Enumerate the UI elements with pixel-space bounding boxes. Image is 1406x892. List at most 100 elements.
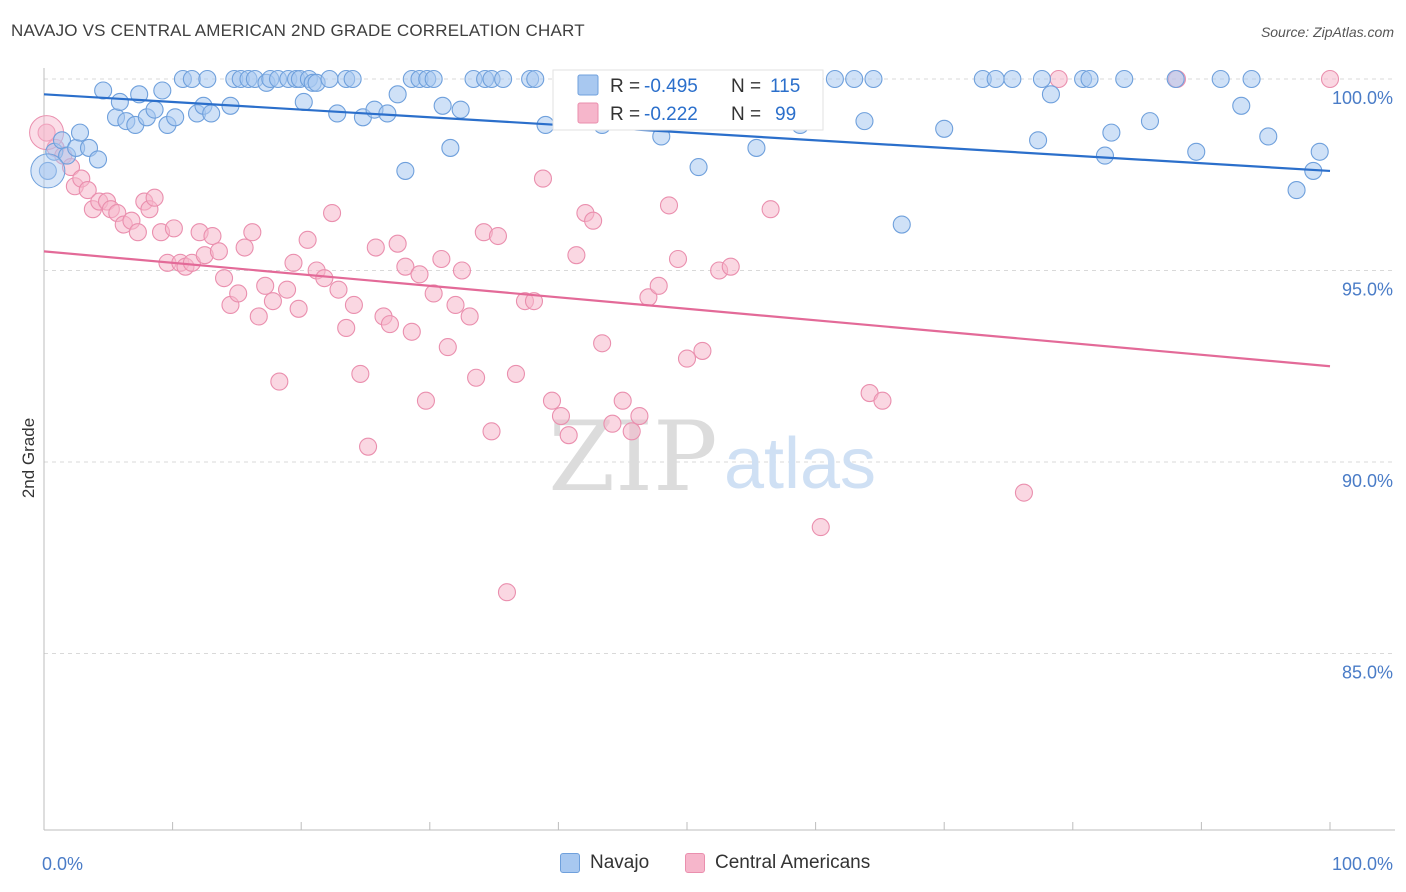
navajo-point	[1310, 142, 1329, 161]
central-americans-point	[351, 364, 370, 383]
legend-r-value: -0.222	[644, 104, 698, 125]
central-americans-trend-line	[43, 250, 1331, 368]
central-americans-point	[506, 364, 526, 383]
central-americans-point	[388, 234, 407, 253]
navajo-point	[1115, 69, 1134, 89]
navajo-point	[1187, 142, 1206, 161]
legend-label-navajo: Navajo	[590, 852, 650, 873]
central-americans-point	[460, 307, 479, 326]
central-americans-point	[668, 249, 688, 269]
axes	[43, 68, 1395, 831]
y-tick-labels: 100.0% 95.0% 90.0% 85.0%	[1332, 88, 1393, 683]
navajo-point	[1259, 127, 1278, 146]
navajo-point	[294, 92, 313, 112]
navajo-point	[864, 69, 883, 89]
central-americans-point	[1014, 483, 1033, 502]
navajo-point	[441, 138, 460, 157]
navajo-point	[182, 69, 201, 89]
central-americans-point	[649, 276, 668, 295]
navajo-point	[892, 215, 911, 234]
legend-item-navajo[interactable]: Navajo	[560, 852, 649, 874]
navajo-point	[145, 100, 164, 119]
central-americans-point	[229, 284, 248, 303]
legend-item-central-americans[interactable]: Central Americans	[685, 852, 870, 874]
x-tick-label: 0.0%	[42, 854, 83, 874]
navajo-trend-line	[43, 93, 1331, 173]
central-americans-point	[315, 269, 334, 288]
central-americans-point	[278, 280, 297, 299]
central-americans-point	[37, 123, 56, 142]
legend-n-label: N =	[731, 104, 761, 125]
navajo-point	[70, 123, 90, 142]
y-tick-label: 100.0%	[1332, 88, 1393, 108]
legend-n-value: 99	[775, 104, 796, 125]
central-americans-point	[402, 322, 421, 341]
navajo-point	[855, 112, 874, 131]
central-americans-point	[209, 242, 228, 261]
legend-r-label: R =	[610, 104, 640, 125]
central-americans-point	[533, 169, 553, 188]
central-americans-point	[1049, 69, 1068, 89]
navajo-point	[526, 69, 545, 89]
navajo-point	[343, 69, 362, 89]
central-americans-point	[344, 295, 363, 315]
navajo-point	[88, 150, 108, 169]
central-americans-point	[203, 226, 222, 246]
central-americans-point	[235, 238, 254, 257]
central-americans-point	[467, 368, 486, 387]
central-americans-point	[380, 315, 399, 334]
navajo-point	[388, 85, 407, 104]
central-americans-point	[410, 265, 429, 284]
legend-r-label: R =	[610, 76, 640, 97]
navajo-point	[1032, 69, 1051, 89]
navajo-point	[198, 69, 217, 89]
central-americans-point	[446, 295, 465, 315]
central-americans-points	[29, 69, 1340, 602]
legend-n-label: N =	[731, 76, 761, 97]
central-americans-point	[284, 253, 303, 272]
navajo-point	[1232, 96, 1251, 115]
x-tick-label: 100.0%	[1332, 854, 1393, 874]
navajo-point	[130, 85, 149, 104]
central-americans-point	[693, 341, 712, 360]
central-americans-point	[128, 223, 147, 242]
central-americans-point	[323, 204, 342, 223]
navajo-point	[320, 69, 339, 89]
legend-swatch-navajo	[577, 74, 599, 96]
top-legend: R = -0.495 N = 115 R = -0.222 N = 99	[552, 69, 824, 131]
central-americans-point	[424, 284, 443, 303]
central-americans-point	[488, 226, 508, 246]
chart-title: NAVAJO VS CENTRAL AMERICAN 2ND GRADE COR…	[11, 21, 585, 40]
navajo-point	[94, 81, 113, 100]
navajo-point	[328, 104, 347, 123]
central-americans-point	[243, 223, 262, 242]
navajo-point	[986, 69, 1005, 89]
central-americans-point	[584, 211, 603, 230]
legend-r-value: -0.495	[644, 76, 698, 97]
navajo-point	[1080, 69, 1099, 89]
central-americans-point	[359, 437, 378, 456]
central-americans-point	[603, 414, 622, 433]
navajo-point	[1003, 69, 1022, 89]
central-americans-point	[396, 257, 415, 276]
central-americans-point	[551, 406, 571, 426]
navajo-point	[451, 100, 470, 119]
central-americans-point	[873, 391, 892, 410]
navajo-point	[1211, 69, 1230, 89]
navajo-point	[1242, 69, 1261, 89]
central-americans-point	[593, 334, 612, 353]
central-americans-point	[416, 391, 435, 410]
central-americans-point	[289, 299, 308, 318]
central-americans-point	[256, 276, 275, 295]
navajo-point	[747, 138, 766, 157]
legend-n-value: 115	[770, 76, 800, 97]
central-americans-point	[78, 181, 97, 200]
trend-lines	[43, 93, 1331, 368]
legend-swatch-central	[577, 102, 599, 124]
navajo-point	[1166, 69, 1185, 89]
navajo-point	[825, 69, 844, 89]
central-americans-point	[613, 391, 632, 410]
grid-lines	[44, 78, 1395, 654]
navajo-point	[494, 69, 513, 89]
